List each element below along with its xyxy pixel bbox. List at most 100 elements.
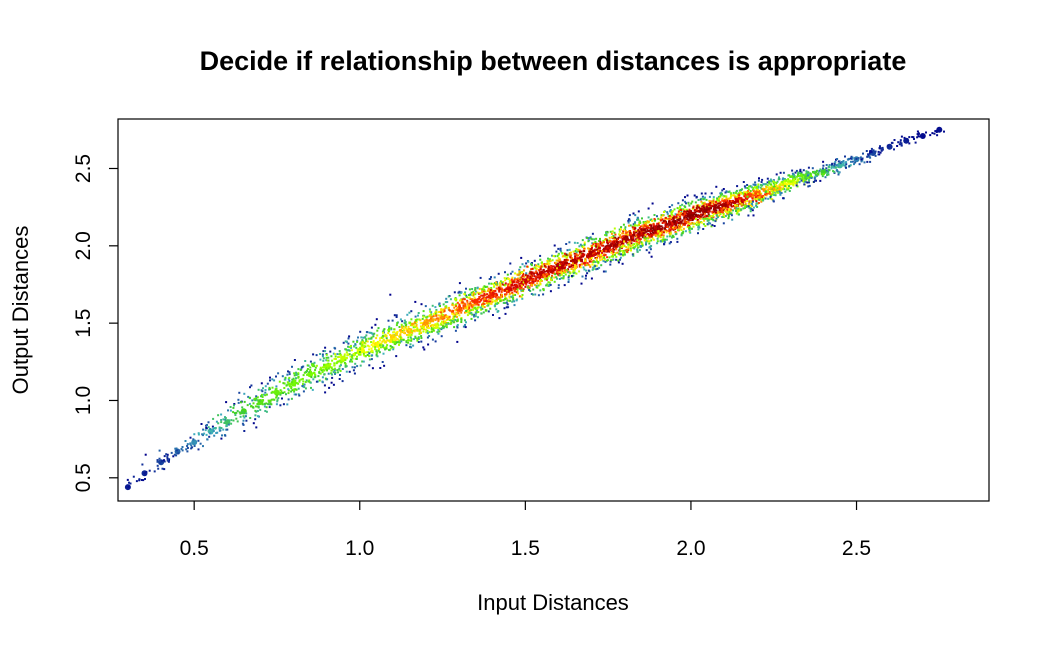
density-point: [434, 327, 437, 329]
density-point: [850, 155, 853, 158]
density-point: [398, 343, 400, 346]
density-point: [423, 327, 426, 330]
density-point: [717, 195, 720, 198]
density-point: [623, 253, 626, 256]
density-point: [511, 300, 514, 303]
density-point: [318, 379, 321, 382]
density-point: [613, 248, 616, 251]
density-point: [389, 347, 392, 350]
density-point: [288, 379, 291, 382]
density-point: [748, 206, 751, 209]
density-point: [703, 206, 705, 209]
x-axis-label: Input Distances: [477, 590, 629, 615]
density-point: [823, 171, 826, 174]
density-point: [417, 336, 420, 339]
density-point: [346, 349, 349, 352]
density-point: [488, 291, 491, 294]
density-point: [935, 131, 938, 133]
density-point: [639, 229, 641, 232]
density-point: [254, 414, 257, 417]
density-point: [319, 358, 322, 361]
density-point: [505, 293, 508, 296]
density-point: [834, 160, 837, 163]
density-point: [557, 273, 560, 276]
density-point: [498, 296, 501, 299]
density-point: [610, 248, 613, 251]
density-point: [399, 341, 401, 344]
density-point: [671, 210, 674, 213]
density-point: [467, 311, 470, 314]
density-point: [352, 340, 355, 343]
density-point: [492, 292, 495, 295]
density-point: [543, 264, 546, 267]
density-point: [405, 323, 408, 326]
density-point: [497, 286, 500, 289]
density-point: [330, 367, 333, 370]
density-point: [609, 263, 612, 266]
density-point: [350, 349, 353, 352]
density-point: [291, 389, 294, 392]
density-point: [432, 329, 435, 332]
density-point: [599, 259, 602, 262]
density-point: [660, 230, 663, 233]
density-point: [483, 297, 486, 300]
density-point: [769, 197, 772, 200]
density-point: [496, 284, 498, 287]
density-point: [837, 164, 840, 167]
density-point: [760, 200, 763, 203]
density-point: [370, 326, 373, 329]
density-point: [504, 282, 507, 285]
density-point: [536, 282, 539, 285]
density-point: [774, 189, 777, 191]
density-point: [722, 211, 724, 214]
density-point: [417, 337, 420, 340]
density-point: [627, 247, 630, 250]
density-point: [693, 194, 696, 197]
density-point: [606, 245, 609, 248]
density-point: [854, 161, 857, 164]
density-point: [285, 384, 288, 387]
density-point: [271, 386, 274, 389]
density-point: [604, 248, 607, 251]
density-point: [908, 142, 911, 145]
density-point: [520, 256, 523, 259]
density-point: [727, 206, 730, 209]
density-point: [736, 211, 739, 214]
density-point: [170, 451, 173, 454]
density-point: [753, 186, 756, 189]
density-point: [360, 341, 363, 344]
density-point: [559, 262, 562, 265]
density-point: [760, 181, 763, 183]
density-point: [719, 201, 722, 204]
density-point: [536, 279, 539, 282]
density-point: [243, 400, 246, 403]
density-point: [668, 206, 671, 208]
density-point: [626, 231, 629, 234]
density-point: [631, 226, 634, 229]
density-point: [340, 354, 343, 357]
density-point: [714, 204, 716, 207]
density-point: [726, 201, 729, 204]
density-point: [173, 453, 176, 456]
density-point: [795, 169, 798, 172]
density-point: [595, 244, 597, 247]
density-point: [580, 244, 583, 247]
density-point: [466, 314, 469, 317]
density-point: [132, 475, 135, 478]
density-point: [461, 298, 464, 301]
density-point: [752, 190, 755, 193]
density-point: [559, 247, 562, 250]
density-point: [900, 144, 903, 147]
density-point: [676, 207, 679, 210]
density-point: [595, 264, 598, 267]
density-point: [784, 181, 786, 184]
density-point: [496, 282, 499, 285]
density-point: [704, 196, 706, 199]
density-point: [606, 249, 609, 252]
density-point: [680, 221, 683, 224]
density-point: [221, 434, 223, 437]
density-point: [508, 296, 511, 299]
density-point: [338, 367, 341, 370]
density-point: [725, 196, 728, 199]
density-point: [727, 215, 730, 218]
